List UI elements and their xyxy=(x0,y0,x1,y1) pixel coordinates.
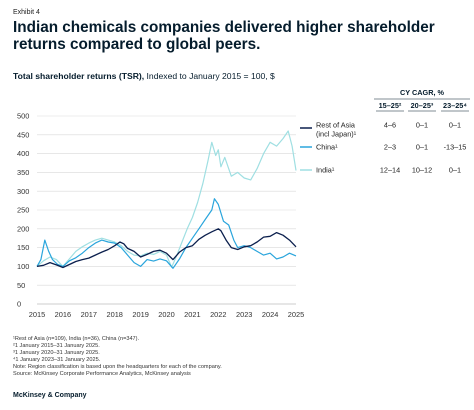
footnote: Source: McKinsey Corporate Performance A… xyxy=(13,371,191,378)
legend-label: Rest of Asia xyxy=(316,121,356,130)
y-tick-label: 500 xyxy=(17,112,29,121)
publisher-logo-text: McKinsey & Company xyxy=(13,392,87,399)
cagr-cell: -13–15 xyxy=(444,143,467,152)
chart-gridlines xyxy=(37,115,296,305)
y-tick-label: 450 xyxy=(17,130,29,139)
cagr-cell: 0–1 xyxy=(416,121,428,130)
cagr-cell: 2–3 xyxy=(384,143,396,152)
legend-label-line2: (incl Japan)¹ xyxy=(316,130,357,139)
footnotes: ¹Rest of Asia (n=109), India (n=36), Chi… xyxy=(13,336,222,379)
x-tick-label: 2015 xyxy=(29,310,45,319)
y-tick-label: 400 xyxy=(17,149,29,158)
footnote: ²1 January 2015–31 January 2025. xyxy=(13,343,100,350)
x-tick-label: 2020 xyxy=(158,310,174,319)
chart-title: Indian chemicals companies delivered hig… xyxy=(13,19,435,53)
x-tick-label: 2017 xyxy=(81,310,97,319)
x-tick-label: 2018 xyxy=(106,310,122,319)
cagr-cell: 0–1 xyxy=(449,166,461,175)
cagr-cell: 10–12 xyxy=(412,166,432,175)
y-tick-label: 150 xyxy=(17,243,29,252)
footnote: ¹Rest of Asia (n=109), India (n=36), Chi… xyxy=(13,336,140,342)
y-axis-ticks: 0 50 100 150 200 250 300 350 400 450 500 xyxy=(17,112,29,309)
cagr-column-header: 23–25⁴ xyxy=(443,101,467,110)
x-tick-label: 2022 xyxy=(210,310,226,319)
subtitle-bold: Total shareholder returns (TSR), xyxy=(13,71,145,81)
y-tick-label: 50 xyxy=(17,281,25,290)
subtitle-rest: Indexed to January 2015 = 100, $ xyxy=(144,71,275,81)
legend-label: India¹ xyxy=(316,166,335,175)
chart-lines xyxy=(36,130,297,269)
x-axis-ticks: 2015 2016 2017 2018 2019 2020 2021 2022 2023 2024… xyxy=(29,310,304,319)
cagr-table-title: CY CAGR, % xyxy=(400,88,445,97)
cagr-column-header: 15–25² xyxy=(379,101,402,110)
x-tick-label: 2019 xyxy=(132,310,148,319)
x-tick-label: 2016 xyxy=(55,310,71,319)
chart-subtitle: Total shareholder returns (TSR), Indexed… xyxy=(13,71,275,81)
cagr-cell: 4–6 xyxy=(384,121,396,130)
x-tick-label: 2025 xyxy=(288,310,304,319)
cagr-cell: 0–1 xyxy=(416,143,428,152)
y-tick-label: 200 xyxy=(17,224,29,233)
legend-label: China¹ xyxy=(316,143,338,152)
y-tick-label: 100 xyxy=(17,262,29,271)
x-tick-label: 2021 xyxy=(184,310,200,319)
series-line-1 xyxy=(36,198,297,269)
y-tick-label: 0 xyxy=(17,300,21,309)
series-line-0 xyxy=(36,228,297,269)
x-tick-label: 2024 xyxy=(262,310,278,319)
y-tick-label: 300 xyxy=(17,187,29,196)
x-tick-label: 2023 xyxy=(236,310,252,319)
y-tick-label: 350 xyxy=(17,168,29,177)
exhibit-label: Exhibit 4 xyxy=(13,9,40,16)
chart-legend: Rest of Asia(incl Japan)¹ China¹ India¹ xyxy=(300,121,357,175)
footnote: ³1 January 2020–31 January 2025. xyxy=(13,350,100,357)
y-tick-label: 250 xyxy=(17,206,29,215)
cagr-cell: 0–1 xyxy=(449,121,461,130)
footnote: ⁴1 January 2023–31 January 2025. xyxy=(13,357,101,364)
cagr-table: CY CAGR, % 15–25² 20–25³ 23–25⁴ 4–6 0–1 0–1 2–3… xyxy=(374,88,470,175)
cagr-cell: 12–14 xyxy=(380,166,400,175)
footnote: Note: Region classification is based upo… xyxy=(13,364,222,371)
cagr-column-header: 20–25³ xyxy=(411,101,434,110)
series-line-2 xyxy=(36,130,297,268)
